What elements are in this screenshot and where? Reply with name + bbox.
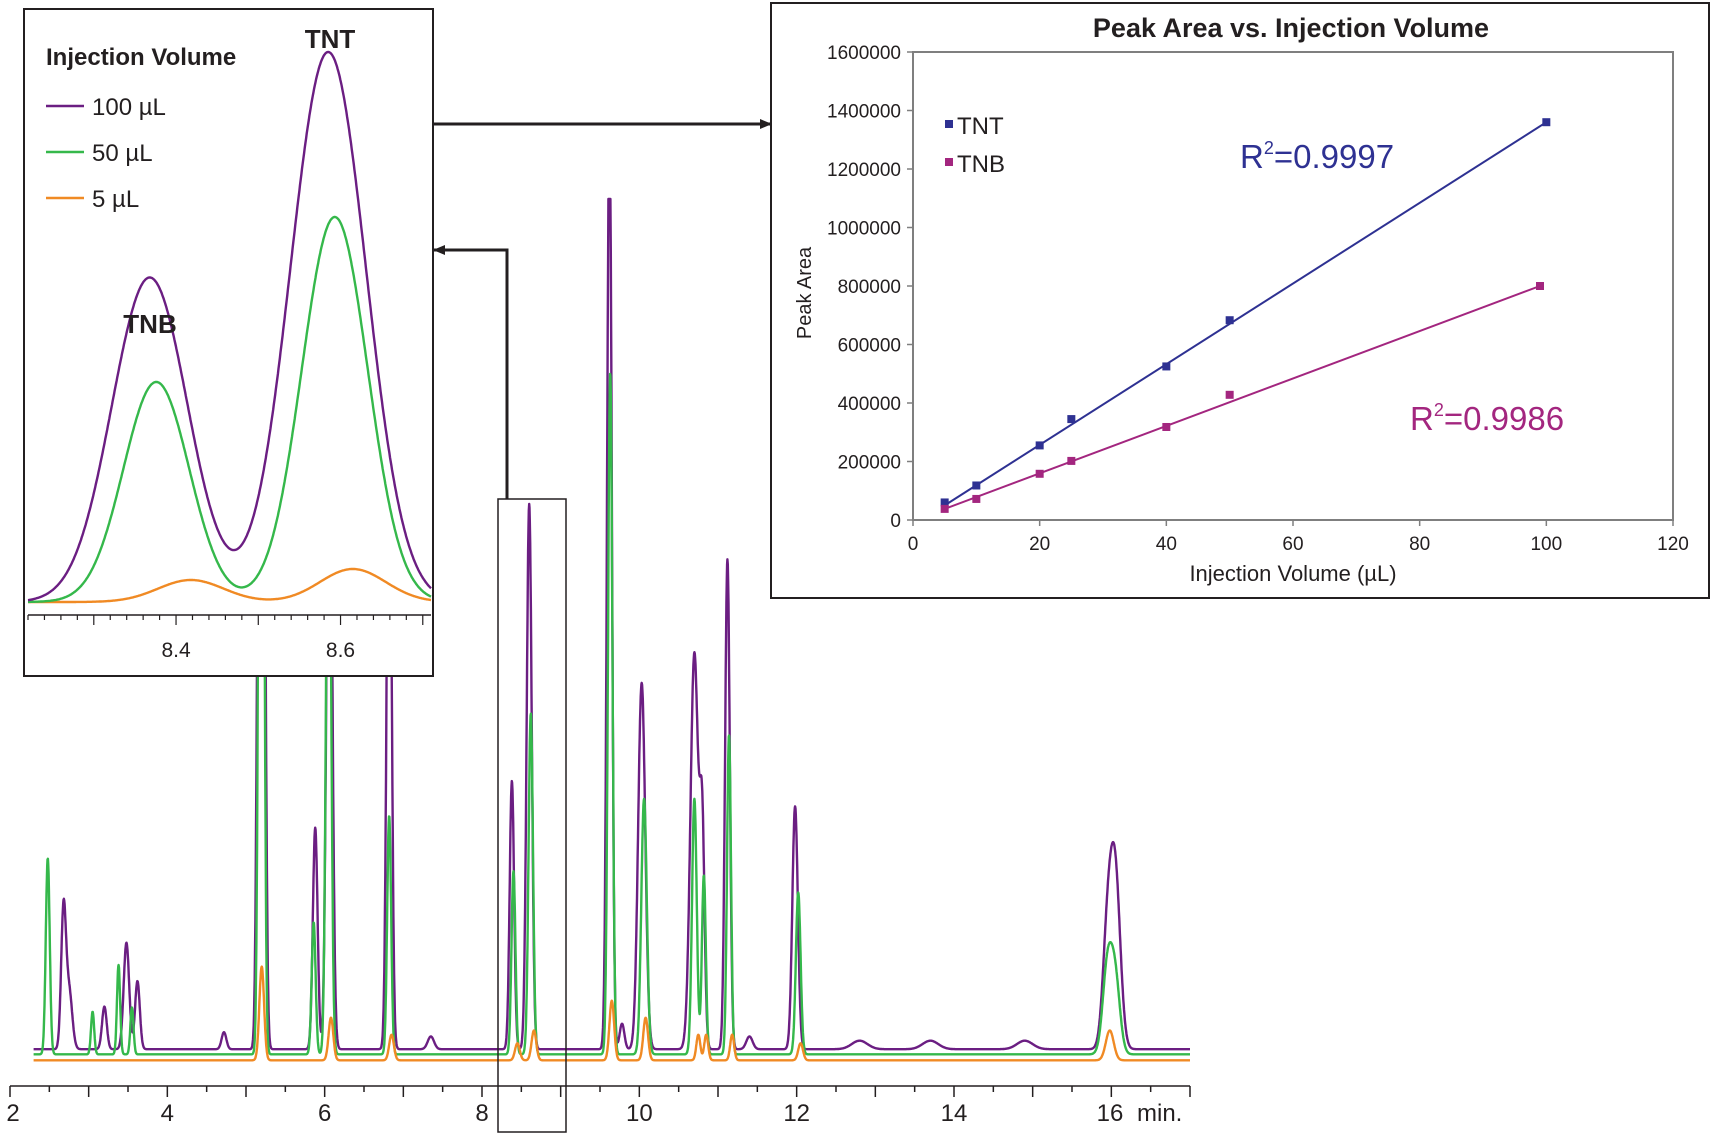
inset-frame: [23, 8, 434, 677]
calibration-y-tick-label: 1000000: [827, 219, 901, 240]
calibration-y-tick-label: 0: [890, 511, 901, 532]
calibration-x-tick-label: 60: [1282, 534, 1303, 555]
r2-label-tnb: R2=0.9986: [1410, 400, 1564, 437]
zoom-inset-chart: 8.4 8.6 Injection Volume 100 µL 50 µL 5 µ…: [23, 8, 434, 677]
chromatogram-traces: [32, 197, 1191, 1062]
calibration-y-label: Peak Area: [794, 246, 816, 339]
zoom-arrow-connector: [433, 245, 509, 499]
chromatogram-tick-label: 10: [626, 1100, 653, 1127]
inset-traces: [27, 50, 432, 604]
inset-tick-label: 8.4: [161, 639, 191, 662]
data-point-tnb: [1035, 469, 1044, 478]
chromatogram-tick-label: 8: [475, 1100, 488, 1127]
data-point-tnb: [940, 504, 949, 513]
calibration-y-ticks: 0 200000 400000 600000 800000 1000000 1200000 1…: [827, 43, 913, 532]
calibration-x-tick-label: 80: [1409, 534, 1430, 555]
data-point-tnt: [940, 498, 949, 507]
chromatogram-tick-label: 6: [318, 1100, 331, 1127]
data-point-tnt: [1035, 441, 1044, 450]
calibration-y-tick-label: 1200000: [827, 160, 901, 181]
chromatogram-tick-label: 14: [941, 1100, 968, 1127]
r2-superscript-tnt: 2: [1264, 138, 1274, 158]
calibration-x-ticks: 0 20 40 60 80 100 120: [908, 520, 1689, 555]
inset-trace-0: [27, 50, 432, 602]
calibration-y-tick-label: 800000: [838, 277, 901, 298]
r2-value-tnt: =0.9997: [1274, 138, 1394, 175]
calibration-x-tick-label: 40: [1156, 534, 1177, 555]
inset-tick-label: 8.6: [326, 639, 355, 662]
data-point-tnt: [1542, 118, 1551, 127]
inset-legend-item-50: 50 µL: [46, 140, 153, 167]
inset-trace-1: [28, 215, 432, 604]
fit-line-tnt: [944, 121, 1547, 507]
inset-trace-2: [28, 567, 432, 604]
data-point-tnb: [1536, 282, 1544, 290]
calibration-y-tick-label: 1600000: [827, 43, 901, 64]
calibration-frame: [770, 2, 1710, 599]
calibration-chart: Peak Area vs. Injection Volume 0 200000 40…: [770, 2, 1710, 599]
calibration-y-tick-label: 400000: [838, 394, 901, 415]
legend-marker-tnt: [945, 120, 953, 128]
calibration-x-tick-label: 0: [908, 534, 919, 555]
fit-line-tnb: [944, 285, 1541, 510]
inset-legend-title: Injection Volume: [46, 44, 236, 71]
data-point-tnt: [1225, 316, 1234, 325]
calibration-x-tick-label: 20: [1029, 534, 1050, 555]
chromatogram-x-ticks: 2 4 6 8 10 12 14 16: [6, 1086, 1191, 1127]
peak-label-tnb: TNB: [123, 309, 176, 339]
calibration-x-label: Injection Volume (µL): [1189, 561, 1396, 586]
inset-x-ticks: 8.4 8.6: [27, 615, 424, 662]
calibration-x-tick-label: 120: [1657, 534, 1689, 555]
chromatogram-x-unit: min.: [1137, 1100, 1182, 1127]
data-point-tnb: [1225, 390, 1234, 399]
data-point-tnt: [1067, 415, 1076, 424]
legend-label-100: 100 µL: [92, 94, 166, 121]
inset-legend-item-100: 100 µL: [46, 94, 166, 121]
zoom-region-box: [497, 498, 567, 1133]
chromatogram-tick-label: 2: [6, 1100, 19, 1127]
data-point-tnb: [1162, 422, 1171, 431]
r2-label-tnt: R2=0.9997: [1240, 138, 1394, 175]
calibration-x-tick-label: 100: [1530, 534, 1562, 555]
chromatogram-tick-label: 16: [1097, 1100, 1124, 1127]
calibration-y-tick-label: 600000: [838, 336, 901, 357]
data-point-tnb: [972, 494, 981, 503]
legend-label-tnb: TNB: [957, 151, 1005, 178]
calibration-marks: [940, 118, 1551, 513]
chromatogram-tick-label: 12: [783, 1100, 810, 1127]
inset-legend-item-5: 5 µL: [46, 186, 139, 213]
r2-value-tnb: =0.9986: [1444, 400, 1564, 437]
data-point-tnt: [1162, 362, 1171, 371]
chromatogram-tick-label: 4: [161, 1100, 174, 1127]
data-point-tnb: [1067, 456, 1076, 465]
r2-superscript-tnb: 2: [1434, 400, 1444, 420]
calibration-legend: TNT TNB: [945, 113, 1005, 178]
legend-label-tnt: TNT: [957, 113, 1004, 140]
chromatogram-trace-1: [32, 197, 1191, 1056]
calibration-title: Peak Area vs. Injection Volume: [1093, 13, 1489, 43]
calibration-y-tick-label: 1400000: [827, 102, 901, 123]
chromatogram-trace-2: [32, 965, 1191, 1062]
legend-label-50: 50 µL: [92, 140, 153, 167]
legend-label-5: 5 µL: [92, 186, 139, 213]
chromatogram-chart: 2 4 6 8 10 12 14 16 min.: [6, 197, 1191, 1127]
peak-label-tnt: TNT: [305, 24, 356, 54]
calibration-y-tick-label: 200000: [838, 453, 901, 474]
legend-marker-tnb: [945, 158, 953, 166]
data-point-tnt: [972, 481, 981, 490]
